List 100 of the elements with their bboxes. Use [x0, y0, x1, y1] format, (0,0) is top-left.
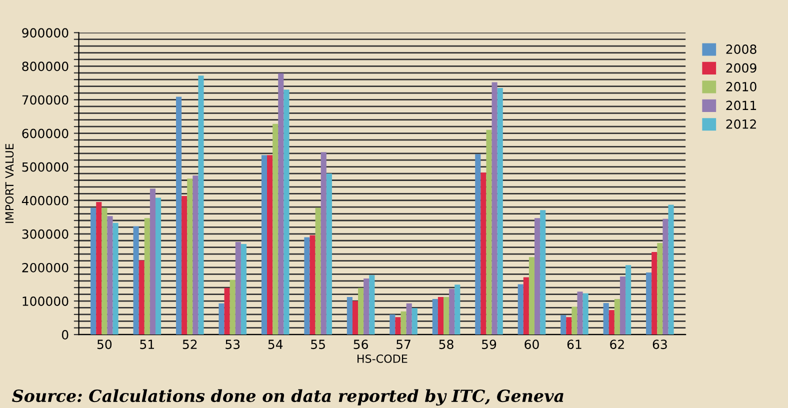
x-tick-label: 62: [610, 340, 624, 350]
bar: [326, 174, 332, 335]
legend-label: 2009: [726, 63, 756, 73]
bar: [358, 288, 364, 335]
bar: [475, 154, 481, 335]
bar: [454, 284, 460, 335]
bar: [346, 296, 352, 335]
x-tick-label: 52: [182, 340, 197, 350]
bar: [102, 208, 108, 335]
x-tick-label: 50: [97, 340, 112, 350]
bar: [198, 76, 204, 335]
x-tick-label: 51: [140, 340, 154, 350]
bar: [400, 311, 406, 335]
bar: [577, 292, 583, 335]
bar: [90, 208, 96, 335]
bar: [218, 303, 224, 335]
bar: [668, 204, 674, 335]
bar: [582, 293, 588, 335]
x-tick-label: 54: [268, 340, 283, 350]
bar: [224, 288, 230, 335]
x-tick-label: 53: [226, 340, 240, 350]
x-tick-label: 59: [482, 340, 496, 350]
bar: [449, 288, 455, 335]
y-tick-label: 800000: [22, 62, 68, 72]
y-tick-label: 100000: [22, 296, 68, 306]
bar: [395, 317, 401, 335]
bar: [240, 244, 247, 335]
x-tick-label: 58: [439, 340, 454, 350]
bar: [492, 82, 498, 335]
bar: [112, 222, 118, 335]
legend-label: 2010: [726, 82, 756, 92]
y-axis-title: IMPORT VALUE: [5, 144, 14, 223]
y-tick-label: 600000: [22, 128, 68, 138]
bar: [235, 242, 241, 335]
bar: [662, 218, 668, 335]
bar: [620, 276, 626, 335]
x-tick-label: 57: [396, 340, 410, 350]
bar: [352, 301, 358, 335]
bar: [369, 275, 375, 335]
bar: [528, 257, 535, 335]
bar: [646, 272, 652, 335]
bar: [187, 178, 193, 335]
bar: [480, 172, 486, 335]
bar: [192, 176, 198, 335]
bar: [534, 218, 540, 335]
bar: [230, 280, 236, 335]
legend-label: 2008: [726, 44, 756, 54]
bar: [438, 296, 444, 335]
bar: [518, 284, 524, 335]
bar: [390, 314, 396, 335]
bar: [443, 296, 450, 335]
bar: [278, 73, 284, 335]
x-axis-title: HS-CODE: [358, 354, 408, 363]
bar: [304, 237, 310, 335]
bar: [315, 208, 321, 335]
bar: [272, 124, 278, 335]
bar: [156, 198, 162, 335]
bar: [432, 299, 438, 335]
bar: [412, 308, 418, 335]
bar: [560, 315, 566, 335]
bar: [603, 303, 609, 335]
x-tick-label: 60: [524, 340, 539, 350]
bar: [657, 242, 663, 335]
source-note: Source: Calculations done on data reported by ITC, Geneva: [12, 389, 564, 406]
x-tick-label: 56: [354, 340, 368, 350]
bar: [406, 303, 412, 335]
y-tick-label: 400000: [22, 196, 68, 206]
bar: [133, 226, 139, 335]
bar: [107, 216, 113, 335]
bar: [320, 152, 326, 335]
y-tick-label: 500000: [22, 162, 68, 172]
bar: [261, 155, 268, 335]
bar: [182, 196, 188, 335]
x-tick-label: 55: [311, 340, 325, 350]
bar: [150, 188, 156, 335]
y-tick-label: 700000: [22, 95, 68, 105]
y-tick-label: 900000: [22, 28, 68, 38]
bar: [486, 130, 492, 335]
y-tick-label: 0: [62, 330, 68, 340]
bar: [138, 260, 144, 335]
legend-label: 2012: [726, 119, 756, 129]
bar: [176, 96, 182, 335]
bar: [267, 155, 273, 335]
bar: [652, 252, 658, 335]
bar: [614, 299, 620, 335]
y-tick-label: 200000: [22, 262, 68, 272]
bar: [626, 265, 632, 335]
x-tick-label: 63: [652, 340, 667, 350]
bar: [540, 210, 546, 335]
bar: [144, 218, 150, 335]
bar: [497, 88, 503, 335]
bar: [96, 202, 102, 335]
bar: [523, 277, 529, 335]
bar: [364, 278, 370, 335]
bar: [566, 317, 572, 335]
bar: [310, 235, 316, 335]
bar: [572, 306, 578, 335]
x-tick-label: 61: [567, 340, 582, 350]
y-tick-label: 300000: [22, 229, 68, 239]
bar: [608, 310, 614, 335]
